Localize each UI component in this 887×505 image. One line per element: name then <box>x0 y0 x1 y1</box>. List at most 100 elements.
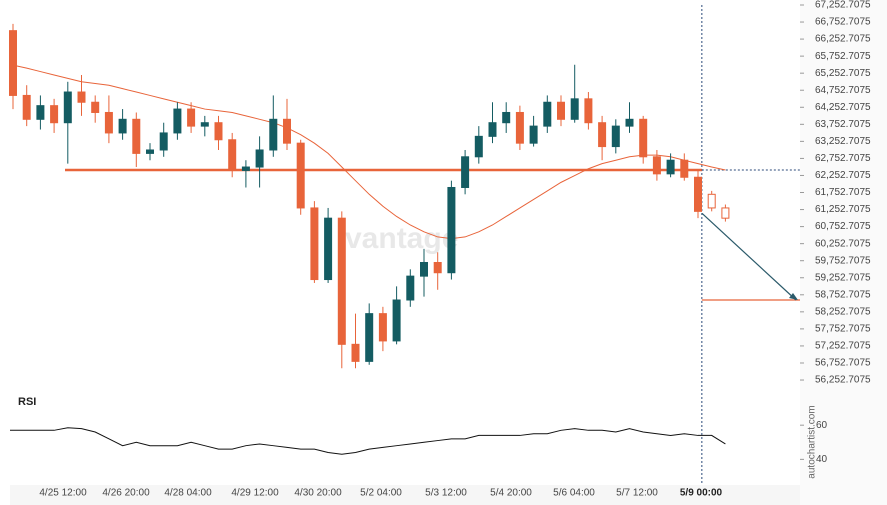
candle-body <box>200 122 209 127</box>
x-tick-label: 4/29 12:00 <box>231 488 279 499</box>
y-tick-label: 66,752.7075 <box>815 17 871 28</box>
candle-body <box>63 91 72 124</box>
y-tick-label: 63,252.7075 <box>815 136 871 147</box>
candle-body <box>269 118 278 151</box>
candle-body <box>598 122 607 148</box>
candle-body <box>625 118 634 127</box>
candle-body <box>241 166 250 171</box>
watermark: vantage <box>345 222 458 255</box>
x-tick-label: 4/26 20:00 <box>102 488 150 499</box>
rsi-tick-label: 60 <box>816 420 828 431</box>
forecast-arrow <box>701 212 797 301</box>
x-tick-label: 5/2 04:00 <box>360 488 402 499</box>
candle-body <box>296 142 305 209</box>
y-tick-label: 57,752.7075 <box>815 324 871 335</box>
y-tick-label: 61,752.7075 <box>815 187 871 198</box>
candle-body <box>461 156 470 188</box>
candle-body <box>447 186 456 274</box>
candle-body <box>187 108 196 127</box>
x-tick-label: 5/4 20:00 <box>490 488 532 499</box>
candle-body <box>228 139 237 171</box>
y-tick-label: 65,752.7075 <box>815 51 871 62</box>
candle-body <box>584 98 593 124</box>
candle-body <box>666 159 675 175</box>
candle-body <box>104 111 113 134</box>
candle-body <box>392 299 401 342</box>
y-tick-label: 57,252.7075 <box>815 341 871 352</box>
candle-body <box>420 261 428 277</box>
x-tick-label: 4/25 12:00 <box>39 488 87 499</box>
y-tick-label: 63,752.7075 <box>815 119 871 130</box>
candle-body <box>543 101 552 127</box>
candle-body <box>173 108 182 134</box>
candle-body <box>255 149 264 168</box>
y-tick-label: 56,252.7075 <box>815 375 871 386</box>
candle-body <box>351 343 360 362</box>
candle-body <box>694 176 702 212</box>
y-axis-band <box>800 0 887 505</box>
x-axis-band <box>10 485 800 505</box>
y-tick-label: 64,252.7075 <box>815 102 871 113</box>
y-tick-label: 59,252.7075 <box>815 272 871 283</box>
y-tick-label: 62,752.7075 <box>815 153 871 164</box>
candle-body <box>365 313 374 362</box>
candle-body <box>337 217 346 345</box>
x-tick-label: 5/7 12:00 <box>616 488 658 499</box>
y-tick-label: 64,752.7075 <box>815 85 871 96</box>
candle-body <box>132 118 141 154</box>
candle-body <box>310 207 319 281</box>
rsi-tick-label: 40 <box>816 454 828 465</box>
candle-body <box>159 132 168 151</box>
candle-body <box>50 105 59 124</box>
y-tick-label: 61,252.7075 <box>815 204 871 215</box>
candle-body <box>118 118 127 134</box>
source: autochartist.com <box>807 405 818 478</box>
candle-body <box>488 122 497 137</box>
y-tick-label: 67,252.7075 <box>815 0 871 11</box>
y-tick-label: 58,752.7075 <box>815 289 871 300</box>
y-tick-label: 66,252.7075 <box>815 34 871 45</box>
candle-body <box>529 125 538 144</box>
candle-body <box>146 149 154 154</box>
candle-body <box>9 30 17 96</box>
candle-body <box>36 105 45 120</box>
candle-body <box>557 101 565 120</box>
candle-body <box>433 261 442 274</box>
y-tick-label: 60,252.7075 <box>815 238 871 249</box>
x-tick-label: 5/6 04:00 <box>553 488 595 499</box>
candle-body <box>474 135 483 158</box>
candle-body <box>721 207 730 219</box>
candle-body <box>570 98 579 120</box>
y-tick-label: 58,252.7075 <box>815 306 871 317</box>
y-tick-label: 62,252.7075 <box>815 170 871 181</box>
candle-body <box>515 111 524 144</box>
candle-body <box>502 111 511 124</box>
y-tick-label: 59,752.7075 <box>815 255 871 266</box>
candle-body <box>91 101 100 113</box>
y-tick-label: 65,252.7075 <box>815 68 871 79</box>
rsi-line <box>10 427 726 455</box>
candle-body <box>639 118 648 158</box>
candle-body <box>283 118 291 144</box>
x-tick-label: 4/30 20:00 <box>294 488 342 499</box>
candle-body <box>214 122 223 141</box>
candle-body <box>707 193 716 209</box>
y-tick-label: 60,752.7075 <box>815 221 871 232</box>
candle-body <box>22 94 31 120</box>
candle-body <box>378 313 387 342</box>
candle-body <box>406 275 415 301</box>
candle-body <box>324 217 333 281</box>
x-tick-label: 5/3 12:00 <box>425 488 467 499</box>
x-tick-label: 4/28 04:00 <box>164 488 212 499</box>
x-tick-label: 5/9 00:00 <box>680 488 723 499</box>
candle-body <box>680 159 689 178</box>
y-tick-label: 56,752.7075 <box>815 358 871 369</box>
moving-average <box>12 64 726 240</box>
candle-body <box>652 156 661 175</box>
candle-body <box>77 91 86 103</box>
rsi-title: RSI <box>18 396 36 408</box>
candle-body <box>611 125 620 148</box>
forecast-arrowhead <box>789 293 798 301</box>
